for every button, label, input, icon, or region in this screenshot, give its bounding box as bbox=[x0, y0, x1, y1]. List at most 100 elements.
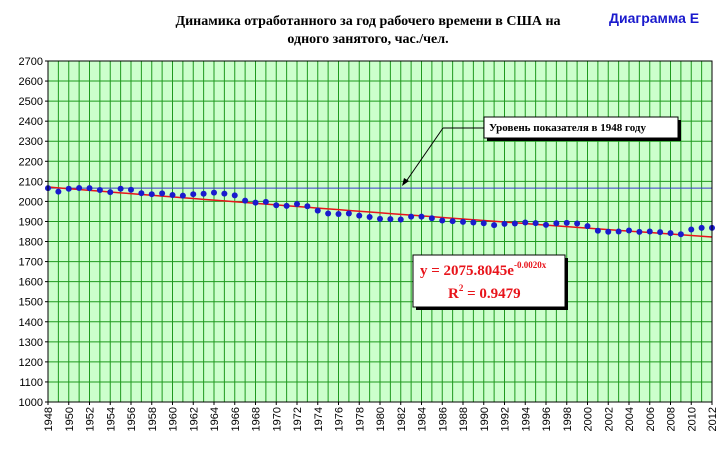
diagram-label: Диаграмма Е bbox=[609, 10, 699, 26]
x-tick-label: 1998 bbox=[562, 407, 574, 431]
data-point bbox=[107, 189, 114, 196]
data-point bbox=[65, 185, 72, 192]
x-tick-label: 1980 bbox=[375, 407, 387, 431]
data-point bbox=[563, 219, 570, 226]
data-point bbox=[283, 202, 290, 209]
data-point bbox=[594, 227, 601, 234]
y-tick-label: 1100 bbox=[19, 377, 43, 389]
data-point bbox=[138, 190, 145, 197]
x-axis-ticks: 1948 1950 1952 1954 1956 1958 1960 1962 1964 1966… bbox=[43, 402, 719, 431]
x-tick-label: 2010 bbox=[686, 407, 698, 431]
data-points bbox=[45, 184, 715, 238]
data-point bbox=[221, 190, 228, 197]
data-point bbox=[55, 188, 62, 195]
y-tick-label: 2600 bbox=[19, 76, 43, 88]
data-point bbox=[366, 214, 373, 221]
data-point bbox=[553, 220, 560, 227]
x-tick-label: 2008 bbox=[666, 407, 678, 431]
y-tick-label: 2300 bbox=[19, 136, 43, 148]
data-point bbox=[148, 191, 155, 198]
annotation-shadow-bottom bbox=[487, 138, 681, 141]
x-tick-label: 1984 bbox=[417, 407, 429, 431]
x-tick-label: 1966 bbox=[230, 407, 242, 431]
r-squared-prefix: R bbox=[448, 286, 459, 302]
data-point bbox=[667, 230, 674, 237]
data-point bbox=[449, 218, 456, 225]
y-tick-label: 2100 bbox=[19, 176, 43, 188]
y-axis-ticks: 1000 1100 1200 1300 1400 1500 1600 1700 1800 1900… bbox=[19, 56, 48, 409]
data-point bbox=[169, 191, 176, 198]
data-point bbox=[377, 215, 383, 222]
y-tick-label: 2700 bbox=[19, 56, 43, 68]
data-point bbox=[408, 213, 415, 220]
data-point bbox=[76, 184, 83, 191]
data-point bbox=[511, 220, 518, 227]
annotation-arrow-diag bbox=[404, 127, 444, 184]
data-point bbox=[273, 202, 280, 209]
data-point bbox=[345, 210, 352, 217]
x-tick-label: 1986 bbox=[437, 407, 449, 431]
annotation-shadow bbox=[678, 120, 681, 141]
x-tick-label: 1958 bbox=[147, 407, 159, 431]
chart-title-line1: Динамика отработанного за год рабочего в… bbox=[175, 14, 560, 29]
y-tick-label: 1000 bbox=[19, 397, 43, 409]
data-point bbox=[314, 207, 321, 214]
data-point bbox=[657, 229, 664, 236]
data-point bbox=[117, 185, 124, 192]
data-point bbox=[428, 215, 435, 222]
x-tick-label: 1996 bbox=[541, 407, 553, 431]
data-point bbox=[532, 220, 539, 227]
x-tick-label: 2002 bbox=[603, 407, 615, 431]
x-tick-label: 1956 bbox=[126, 407, 138, 431]
x-tick-label: 2004 bbox=[624, 407, 636, 431]
x-tick-label: 2012 bbox=[707, 407, 719, 431]
x-tick-label: 1948 bbox=[43, 407, 55, 431]
data-point bbox=[688, 226, 695, 233]
equation-box bbox=[412, 254, 566, 308]
y-tick-label: 1400 bbox=[19, 317, 43, 329]
y-tick-label: 1600 bbox=[19, 277, 43, 289]
x-tick-label: 1982 bbox=[396, 407, 408, 431]
data-point bbox=[252, 199, 259, 206]
x-tick-label: 1962 bbox=[188, 407, 200, 431]
data-point bbox=[356, 212, 363, 219]
data-point bbox=[677, 231, 684, 238]
data-point bbox=[522, 219, 529, 226]
x-tick-label: 1964 bbox=[209, 407, 221, 431]
data-point bbox=[584, 223, 591, 230]
data-point bbox=[470, 219, 477, 226]
data-point bbox=[211, 189, 217, 196]
y-tick-label: 1700 bbox=[19, 257, 43, 269]
data-point bbox=[480, 220, 487, 227]
data-point bbox=[304, 203, 311, 210]
y-tick-label: 1300 bbox=[19, 337, 43, 349]
data-point bbox=[96, 186, 103, 193]
equation-main: y = 2075.8045e bbox=[420, 263, 514, 279]
data-point bbox=[439, 217, 446, 224]
data-point bbox=[86, 185, 93, 192]
data-point bbox=[626, 227, 632, 234]
x-tick-label: 1952 bbox=[85, 407, 97, 431]
data-point bbox=[294, 201, 300, 208]
arrow-head-icon bbox=[402, 178, 409, 186]
annotation-label: Уровень показателя в 1948 году bbox=[489, 122, 646, 134]
data-point bbox=[200, 190, 207, 197]
data-point bbox=[605, 228, 612, 235]
chart-title-line2: одного занятого, час./чел. bbox=[287, 32, 448, 47]
y-tick-label: 1200 bbox=[19, 357, 43, 369]
data-point bbox=[418, 213, 425, 220]
x-tick-label: 1976 bbox=[334, 407, 346, 431]
data-point bbox=[543, 221, 549, 228]
y-tick-label: 2000 bbox=[19, 196, 43, 208]
y-tick-label: 2400 bbox=[19, 116, 43, 128]
x-tick-label: 1990 bbox=[479, 407, 491, 431]
data-point bbox=[501, 220, 508, 227]
data-point bbox=[128, 186, 134, 193]
y-tick-label: 1500 bbox=[19, 297, 43, 309]
x-tick-label: 1974 bbox=[313, 407, 325, 431]
equation-exponent: -0.0020x bbox=[514, 260, 547, 270]
data-point bbox=[179, 192, 186, 199]
x-tick-label: 2006 bbox=[645, 407, 657, 431]
data-point bbox=[335, 211, 342, 218]
